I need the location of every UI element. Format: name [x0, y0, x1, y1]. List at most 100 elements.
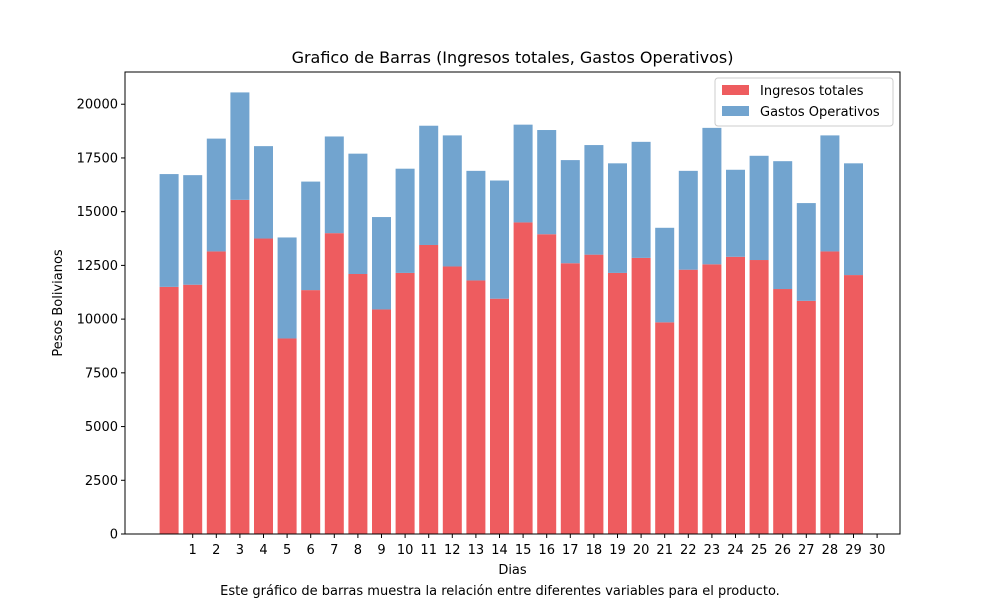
y-tick-label: 20000 — [77, 98, 118, 113]
x-tick-label: 14 — [491, 543, 508, 558]
legend-label-gastos: Gastos Operativos — [760, 105, 880, 120]
x-tick-label: 26 — [774, 543, 791, 558]
y-tick-label: 7500 — [85, 366, 118, 381]
bar-ingresos-24 — [702, 264, 722, 534]
bar-ingresos-9 — [348, 273, 368, 534]
bar-ingresos-6 — [277, 338, 297, 534]
y-tick-label: 0 — [110, 528, 118, 543]
bar-gastos-27 — [773, 161, 793, 290]
bar-ingresos-17 — [537, 234, 557, 535]
bar-ingresos-12 — [419, 244, 439, 535]
bar-ingresos-10 — [372, 309, 391, 534]
bar-gastos-6 — [277, 237, 297, 339]
chart-caption: Este gráfico de barras muestra la relaci… — [220, 584, 780, 599]
bar-gastos-10 — [372, 217, 391, 310]
x-tick-label: 21 — [656, 543, 673, 558]
bar-gastos-26 — [749, 155, 769, 261]
x-tick-label: 27 — [798, 543, 815, 558]
bar-gastos-30 — [844, 163, 863, 276]
bar-gastos-28 — [796, 203, 816, 301]
bar-ingresos-11 — [395, 272, 415, 534]
x-tick-label: 12 — [444, 543, 461, 558]
bar-gastos-11 — [395, 168, 415, 273]
legend-swatch-gastos — [722, 106, 749, 116]
x-tick-label: 28 — [822, 543, 839, 558]
x-tick-label: 17 — [562, 543, 579, 558]
x-tick-label: 24 — [727, 543, 744, 558]
chart-title: Grafico de Barras (Ingresos totales, Gas… — [292, 48, 734, 67]
bar-gastos-18 — [560, 160, 580, 264]
x-tick-label: 5 — [283, 543, 291, 558]
bar-ingresos-30 — [844, 275, 863, 534]
bar-ingresos-2 — [183, 284, 203, 534]
bar-gastos-20 — [608, 163, 627, 273]
bar-ingresos-3 — [206, 251, 226, 534]
y-tick-label: 15000 — [77, 205, 118, 220]
bar-gastos-29 — [820, 135, 840, 252]
y-tick-label: 10000 — [77, 313, 118, 328]
bar-gastos-13 — [442, 135, 462, 267]
x-tick-label: 19 — [609, 543, 626, 558]
bar-ingresos-22 — [655, 322, 675, 534]
legend-box — [714, 77, 894, 127]
bar-gastos-22 — [655, 227, 675, 323]
bar-ingresos-4 — [230, 199, 250, 535]
plot-frame — [124, 71, 901, 535]
x-tick-label: 1 — [189, 543, 197, 558]
y-tick-label: 12500 — [77, 259, 118, 274]
bar-gastos-14 — [466, 170, 486, 281]
bar-ingresos-19 — [584, 254, 604, 534]
x-tick-label: 18 — [586, 543, 603, 558]
bar-ingresos-13 — [442, 266, 462, 534]
bar-gastos-12 — [419, 125, 439, 245]
bar-ingresos-29 — [820, 251, 840, 534]
legend-swatch-ingresos — [722, 85, 749, 95]
x-axis-label: Dias — [498, 563, 527, 578]
bar-ingresos-21 — [631, 257, 651, 534]
bar-ingresos-5 — [254, 238, 273, 534]
bar-gastos-9 — [348, 153, 368, 274]
bar-ingresos-1 — [159, 286, 179, 534]
x-tick-label: 29 — [845, 543, 862, 558]
x-tick-label: 15 — [515, 543, 532, 558]
bar-ingresos-23 — [678, 269, 698, 534]
bar-ingresos-26 — [749, 260, 769, 534]
bar-gastos-25 — [726, 169, 745, 257]
x-tick-label: 25 — [751, 543, 768, 558]
bar-gastos-15 — [490, 180, 509, 299]
bar-ingresos-25 — [726, 256, 745, 534]
legend-label-ingresos: Ingresos totales — [760, 84, 864, 99]
x-tick-label: 23 — [704, 543, 721, 558]
x-tick-label: 13 — [468, 543, 485, 558]
y-tick-label: 17500 — [77, 151, 118, 166]
bar-gastos-3 — [206, 138, 226, 252]
y-tick-label: 2500 — [85, 474, 118, 489]
bar-ingresos-14 — [466, 280, 486, 534]
x-tick-label: 30 — [869, 543, 886, 558]
bar-gastos-23 — [678, 170, 698, 270]
x-tick-label: 6 — [307, 543, 315, 558]
x-tick-label: 20 — [633, 543, 650, 558]
bar-gastos-8 — [324, 136, 344, 234]
x-tick-label: 4 — [259, 543, 267, 558]
bar-gastos-24 — [702, 127, 722, 265]
bar-ingresos-27 — [773, 289, 793, 534]
bar-ingresos-7 — [301, 290, 321, 534]
bar-ingresos-8 — [324, 233, 344, 534]
x-tick-label: 11 — [420, 543, 437, 558]
bar-gastos-2 — [183, 175, 203, 285]
bar-ingresos-20 — [608, 272, 627, 534]
x-tick-label: 3 — [236, 543, 244, 558]
y-tick-label: 5000 — [85, 420, 118, 435]
bar-ingresos-16 — [513, 222, 533, 535]
bar-ingresos-18 — [560, 263, 580, 534]
bar-ingresos-15 — [490, 298, 509, 534]
bar-gastos-19 — [584, 145, 604, 255]
bar-gastos-5 — [254, 146, 273, 239]
x-tick-label: 22 — [680, 543, 697, 558]
bar-gastos-17 — [537, 130, 557, 235]
x-tick-label: 7 — [330, 543, 338, 558]
bar-gastos-1 — [159, 174, 179, 287]
